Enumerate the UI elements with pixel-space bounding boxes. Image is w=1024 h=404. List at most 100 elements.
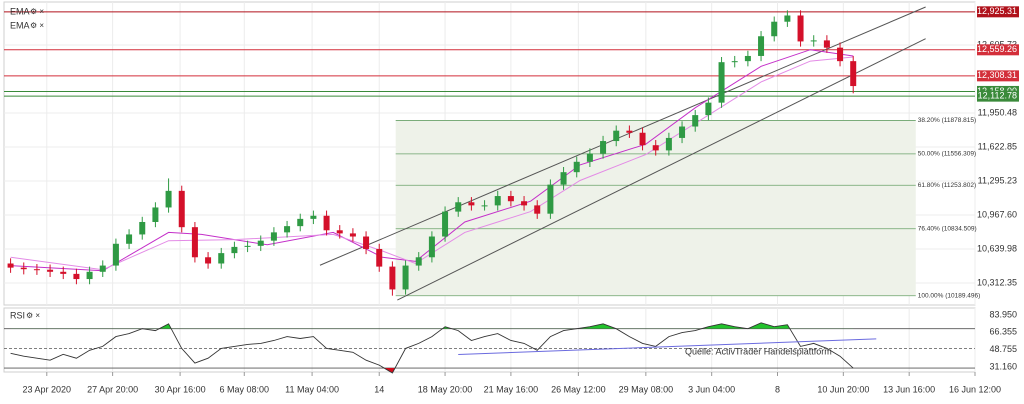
candle-body	[771, 21, 778, 37]
candle-body	[126, 234, 133, 244]
candle-body	[692, 115, 699, 127]
rsi-tick-label: 31.160	[989, 361, 1017, 371]
source-annotation: Quelle: ActivTrader Handelsplattform	[685, 346, 832, 356]
x-tick-label: 11 May 04:00	[285, 384, 339, 394]
fibonacci-label: 100.00% (10189.496)	[918, 292, 981, 299]
candle-body	[455, 202, 462, 212]
candle-body	[705, 102, 712, 116]
x-tick-label: 6 May 08:00	[220, 384, 270, 394]
rsi-tick-label: 66.355	[989, 327, 1017, 337]
fibonacci-label: 76.40% (10834.509)	[918, 226, 977, 233]
fibonacci-label: 50.00% (11556.309)	[918, 151, 976, 158]
candle-body	[257, 240, 264, 246]
candle-body	[112, 243, 119, 266]
candle-body	[7, 263, 14, 268]
ema-line	[10, 49, 854, 272]
level-tag-label: 12,559.26	[977, 44, 1017, 54]
candle-body	[797, 15, 804, 42]
candle-body	[626, 130, 633, 133]
y-tick-label: 11,622.85	[978, 141, 1017, 151]
plot-layer: 10,312.35 10,639.98 10,967.60 11,295.23 11,6…	[4, 2, 1019, 394]
candle-body	[679, 126, 686, 138]
legend: EMA ⚙ × EMA ⚙ × RSI ⚙ ×	[10, 6, 44, 320]
x-tick-label: 16 Jun 12:00	[949, 384, 1001, 394]
x-tick-label: 8	[775, 384, 780, 394]
candle-body	[152, 207, 159, 222]
rsi-trendline	[458, 338, 877, 355]
candle-body	[99, 265, 106, 272]
y-tick-label: 11,950.48	[978, 107, 1017, 117]
x-tick-label: 10 Jun 20:00	[817, 384, 869, 394]
candle-body	[547, 184, 554, 214]
level-tag-label: 12,308.31	[977, 70, 1017, 80]
x-tick-label: 14	[374, 384, 384, 394]
x-tick-label: 30 Apr 16:00	[155, 384, 206, 394]
candle-body	[47, 269, 54, 272]
candle-body	[33, 269, 40, 271]
candle-body	[376, 248, 383, 267]
y-tick-label: 11,295.23	[978, 175, 1017, 185]
candle-body	[758, 36, 765, 56]
candle-body	[244, 245, 251, 247]
y-tick-label: 10,639.98	[977, 243, 1017, 253]
candle-body	[178, 190, 185, 228]
x-tick-label: 29 May 08:00	[619, 384, 674, 394]
indicator-label: EMA	[10, 20, 30, 30]
candle-body	[837, 47, 844, 62]
candle-body	[139, 221, 146, 235]
candle-body	[784, 15, 791, 22]
candle-body	[323, 215, 330, 231]
candle-body	[310, 215, 317, 219]
rsi-overbought-fill	[159, 322, 790, 329]
indicator-icons[interactable]: ⚙ ×	[26, 311, 40, 320]
candle-body	[652, 145, 659, 151]
candle-body	[494, 196, 501, 206]
candle-body	[86, 271, 93, 280]
candle-body	[402, 265, 409, 290]
level-tag-label: 12,112.78	[978, 91, 1017, 101]
candle-body	[20, 267, 27, 270]
candle-body	[73, 273, 80, 280]
candle-body	[468, 202, 475, 206]
candle-body	[534, 205, 541, 214]
indicator-icons[interactable]: ⚙ ×	[30, 21, 44, 30]
candle-body	[810, 40, 817, 42]
x-tick-label: 21 May 16:00	[484, 384, 539, 394]
y-tick-label: 10,967.60	[977, 209, 1017, 219]
level-tag	[977, 70, 1019, 82]
candle-body	[665, 137, 672, 151]
candle-body	[349, 233, 356, 237]
candle-body	[218, 253, 225, 264]
candle-body	[165, 190, 172, 208]
fibonacci-label: 61.80% (11253.802)	[918, 182, 976, 189]
rsi-line	[10, 322, 854, 374]
rsi-tick-label: 83.950	[989, 309, 1017, 319]
candle-body	[481, 205, 488, 207]
candle-body	[270, 232, 277, 241]
level-tag	[977, 44, 1019, 56]
candle-body	[415, 257, 422, 266]
ema-line	[10, 56, 854, 271]
candle-body	[586, 153, 593, 162]
indicator-icons[interactable]: ⚙ ×	[30, 7, 44, 16]
level-tag	[977, 6, 1019, 18]
candle-body	[60, 271, 67, 274]
x-tick-label: 27 Apr 20:00	[87, 384, 138, 394]
candle-body	[850, 61, 857, 87]
candle-body	[521, 201, 528, 206]
x-tick-label: 13 Jun 16:00	[883, 384, 935, 394]
candle-body	[389, 266, 396, 290]
candle-body	[191, 227, 198, 258]
candle-body	[284, 226, 291, 233]
candle-body	[363, 236, 370, 249]
candle-body	[573, 161, 580, 173]
candle-body	[639, 132, 646, 146]
candle-body	[205, 257, 212, 264]
x-tick-label: 3 Jun 04:00	[688, 384, 735, 394]
level-tag-label: 12,925.31	[977, 6, 1017, 16]
y-tick-label: 10,312.35	[977, 277, 1017, 287]
rsi-tick-label: 48.755	[989, 344, 1017, 354]
candle-body	[600, 141, 607, 154]
candle-body	[507, 196, 514, 202]
